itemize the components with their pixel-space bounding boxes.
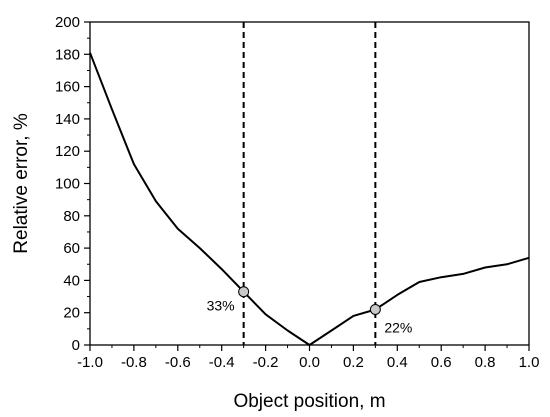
- x-tick-label: 0.2: [343, 354, 364, 371]
- data-point-label: 33%: [207, 298, 235, 314]
- plot-frame: [89, 21, 530, 346]
- y-tick-label: 160: [55, 79, 80, 96]
- x-tick-label: 0.6: [431, 354, 452, 371]
- x-tick-label: -0.2: [253, 354, 279, 371]
- y-tick-label: 40: [63, 272, 80, 289]
- y-tick-label: 120: [55, 143, 80, 160]
- y-tick-label: 200: [55, 14, 80, 31]
- x-tick-label: 0.0: [299, 354, 320, 371]
- y-tick-label: 60: [63, 240, 80, 257]
- x-tick-label: -1.0: [77, 354, 103, 371]
- x-tick-label: -0.4: [209, 354, 235, 371]
- y-tick-label: 100: [55, 176, 80, 193]
- y-tick-label: 140: [55, 111, 80, 128]
- x-tick-label: -0.8: [121, 354, 147, 371]
- x-tick-label: 0.4: [387, 354, 408, 371]
- x-tick-label: -0.6: [165, 354, 191, 371]
- x-tick-label: 1.0: [519, 354, 540, 371]
- data-point-marker: [238, 286, 250, 298]
- tick-labels: -1.0 -0.8 -0.6 -0.4 -0.2 0.0 0.2 0.4 0.6 0.8 1.0 0 2…: [55, 14, 539, 371]
- x-axis-title: Object position, m: [233, 391, 385, 412]
- data-point-marker: [369, 303, 381, 315]
- axes: [84, 21, 530, 351]
- y-tick-label: 20: [63, 305, 80, 322]
- x-tick-label: 0.8: [475, 354, 496, 371]
- y-tick-label: 80: [63, 208, 80, 225]
- y-tick-label: 180: [55, 46, 80, 63]
- reference-lines: [242, 22, 377, 345]
- highlight-markers: 33% 22%: [207, 286, 412, 335]
- y-tick-label: 0: [72, 337, 80, 354]
- error-curve: [89, 52, 530, 346]
- data-point-label: 22%: [384, 319, 412, 335]
- y-axis-title: Relative error, %: [11, 113, 32, 254]
- series-lines: [89, 52, 530, 346]
